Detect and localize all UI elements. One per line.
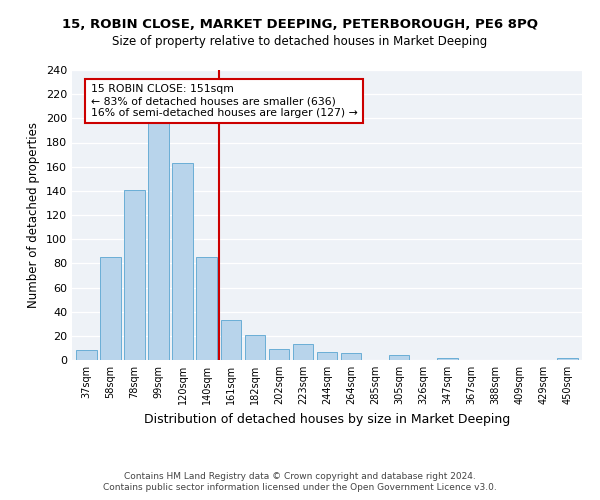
X-axis label: Distribution of detached houses by size in Market Deeping: Distribution of detached houses by size …	[144, 412, 510, 426]
Bar	[196, 258, 217, 360]
Bar	[557, 358, 578, 360]
Bar	[172, 163, 193, 360]
Bar	[389, 355, 409, 360]
Text: Contains HM Land Registry data © Crown copyright and database right 2024.: Contains HM Land Registry data © Crown c…	[124, 472, 476, 481]
Bar	[124, 190, 145, 360]
Bar	[148, 120, 169, 360]
Bar	[293, 344, 313, 360]
Bar	[317, 352, 337, 360]
Bar	[100, 258, 121, 360]
Bar	[341, 353, 361, 360]
Y-axis label: Number of detached properties: Number of detached properties	[28, 122, 40, 308]
Bar	[76, 350, 97, 360]
Text: 15 ROBIN CLOSE: 151sqm
← 83% of detached houses are smaller (636)
16% of semi-de: 15 ROBIN CLOSE: 151sqm ← 83% of detached…	[91, 84, 358, 117]
Bar	[437, 358, 458, 360]
Text: Contains public sector information licensed under the Open Government Licence v3: Contains public sector information licen…	[103, 484, 497, 492]
Text: Size of property relative to detached houses in Market Deeping: Size of property relative to detached ho…	[112, 35, 488, 48]
Bar	[221, 320, 241, 360]
Text: 15, ROBIN CLOSE, MARKET DEEPING, PETERBOROUGH, PE6 8PQ: 15, ROBIN CLOSE, MARKET DEEPING, PETERBO…	[62, 18, 538, 30]
Bar	[269, 349, 289, 360]
Bar	[245, 334, 265, 360]
